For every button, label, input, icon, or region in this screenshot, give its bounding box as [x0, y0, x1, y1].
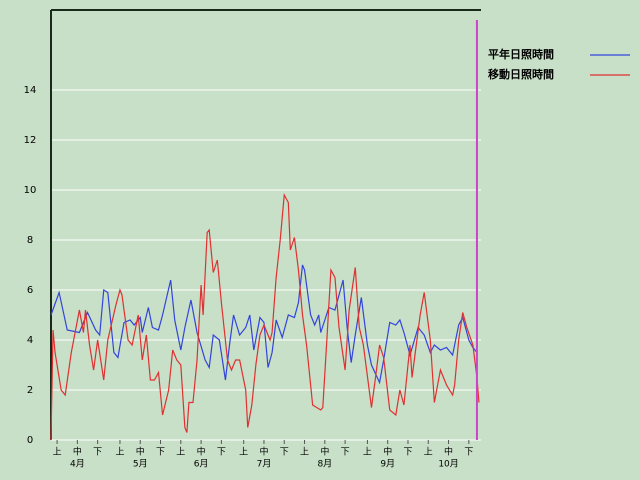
x-tick-label: 上	[115, 447, 124, 458]
x-tick-label: 中	[320, 446, 329, 458]
y-tick-label: 12	[24, 135, 37, 146]
x-tick-label: 中	[136, 446, 145, 458]
series-line	[50, 192, 480, 441]
y-tick-label: 6	[27, 285, 33, 296]
x-tick-label: 下	[93, 448, 102, 458]
x-tick-label: 中	[73, 446, 82, 458]
x-tick-label: 下	[464, 448, 473, 458]
month-label: 5月	[133, 459, 148, 470]
x-tick-label: 下	[280, 448, 289, 458]
x-tick-label: 中	[259, 446, 268, 458]
x-tick-label: 上	[176, 447, 185, 458]
y-tick-label: 0	[27, 435, 33, 446]
y-tick-label: 10	[24, 185, 37, 196]
y-tick-label: 2	[27, 385, 33, 396]
month-label: 8月	[317, 459, 332, 470]
y-tick-label: 8	[27, 235, 33, 246]
x-tick-label: 下	[341, 448, 350, 458]
x-tick-label: 上	[363, 447, 372, 458]
legend-label: 移動日照時間	[488, 67, 554, 81]
series-line	[50, 264, 478, 385]
x-tick-label: 上	[424, 447, 433, 458]
month-label: 4月	[70, 459, 85, 470]
x-tick-label: 下	[403, 448, 412, 458]
legend-label: 平年日照時間	[488, 47, 554, 61]
y-tick-label: 14	[24, 85, 37, 96]
month-label: 6月	[194, 459, 209, 470]
month-label: 7月	[257, 459, 272, 470]
x-tick-label: 中	[444, 446, 453, 458]
x-tick-label: 中	[383, 446, 392, 458]
y-tick-label: 4	[27, 335, 33, 346]
x-tick-label: 下	[156, 448, 165, 458]
x-tick-label: 上	[53, 447, 62, 458]
x-tick-label: 下	[217, 448, 226, 458]
month-label: 10月	[438, 459, 458, 470]
month-label: 9月	[380, 459, 395, 470]
x-tick-label: 中	[197, 446, 206, 458]
x-tick-label: 上	[239, 447, 248, 458]
x-tick-label: 上	[300, 447, 309, 458]
